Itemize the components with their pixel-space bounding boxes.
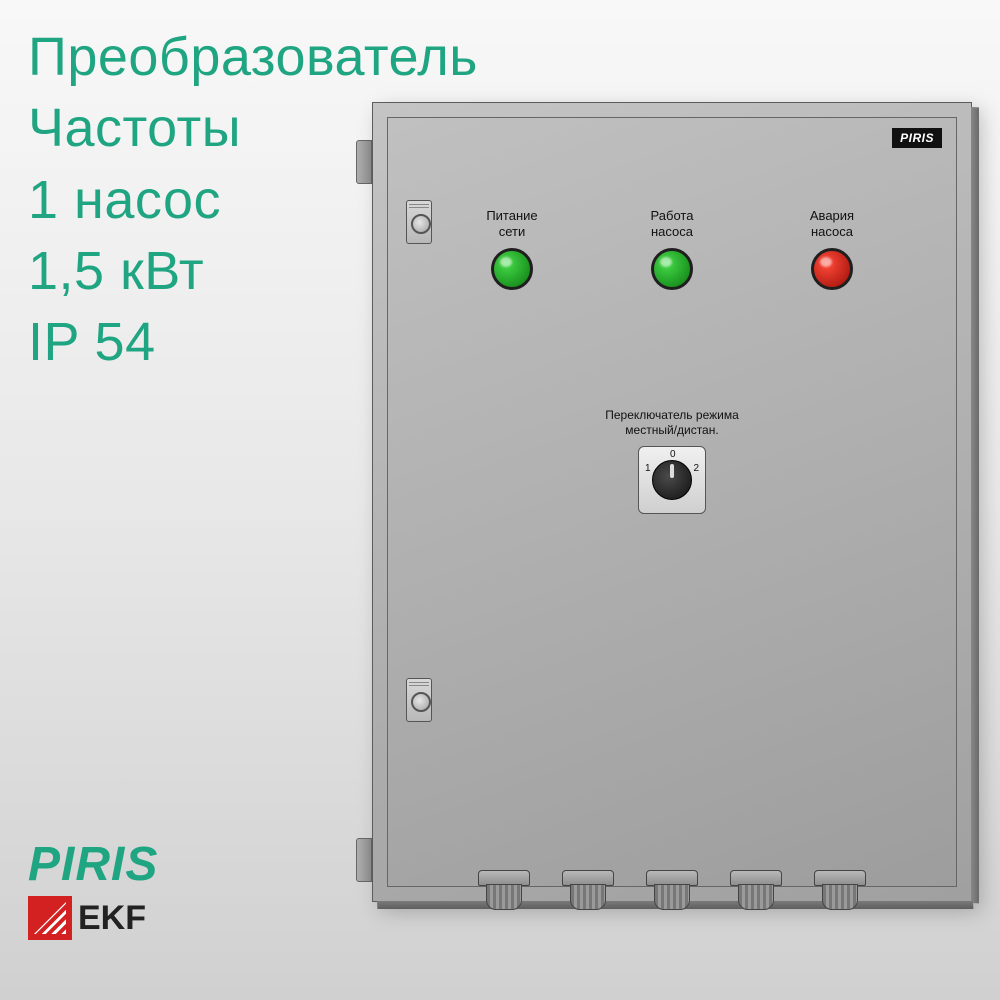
indicator-run: Работа насоса bbox=[622, 208, 722, 290]
lamp-red-fault-icon bbox=[811, 248, 853, 290]
rotary-switch[interactable]: 1 0 2 bbox=[638, 446, 706, 514]
indicator-power: Питание сети bbox=[462, 208, 562, 290]
cable-glands bbox=[373, 870, 971, 910]
piris-logo: PIRIS bbox=[28, 837, 158, 892]
enclosure-door: PIRIS Питание сети Работа насоса bbox=[387, 117, 957, 887]
cable-gland bbox=[814, 870, 866, 910]
lamp-green-power-icon bbox=[491, 248, 533, 290]
rotary-dial-icon bbox=[652, 460, 692, 500]
switch-pos-2: 2 bbox=[693, 463, 699, 474]
indicator-run-label: Работа насоса bbox=[651, 208, 694, 240]
lamp-green-run-icon bbox=[651, 248, 693, 290]
indicator-fault: Авария насоса bbox=[782, 208, 882, 290]
ekf-logo: EKF bbox=[28, 896, 158, 940]
door-lock-bottom bbox=[406, 678, 432, 722]
indicator-fault-label: Авария насоса bbox=[810, 208, 854, 240]
cable-gland bbox=[646, 870, 698, 910]
cable-gland bbox=[562, 870, 614, 910]
switch-pos-0: 0 bbox=[670, 449, 676, 460]
enclosure-body: PIRIS Питание сети Работа насоса bbox=[372, 102, 972, 902]
indicator-row: Питание сети Работа насоса Авария насо bbox=[388, 208, 956, 290]
mode-switch-block: Переключатель режима местный/дистан. 1 0… bbox=[388, 408, 956, 514]
enclosure-side-3d bbox=[971, 107, 979, 903]
cable-gland bbox=[478, 870, 530, 910]
switch-pos-1: 1 bbox=[645, 463, 651, 474]
indicator-power-label: Питание сети bbox=[486, 208, 537, 240]
enclosure: PIRIS Питание сети Работа насоса bbox=[372, 102, 980, 942]
mode-switch-label: Переключатель режима местный/дистан. bbox=[605, 408, 739, 438]
cable-gland bbox=[730, 870, 782, 910]
brand-tag: PIRIS bbox=[892, 128, 942, 148]
spec-line-1: Преобразователь bbox=[28, 22, 478, 93]
ekf-icon bbox=[28, 896, 72, 940]
ekf-text: EKF bbox=[78, 899, 146, 938]
hinge-top bbox=[356, 140, 372, 184]
hinge-bottom bbox=[356, 838, 372, 882]
logo-block: PIRIS EKF bbox=[28, 837, 158, 940]
